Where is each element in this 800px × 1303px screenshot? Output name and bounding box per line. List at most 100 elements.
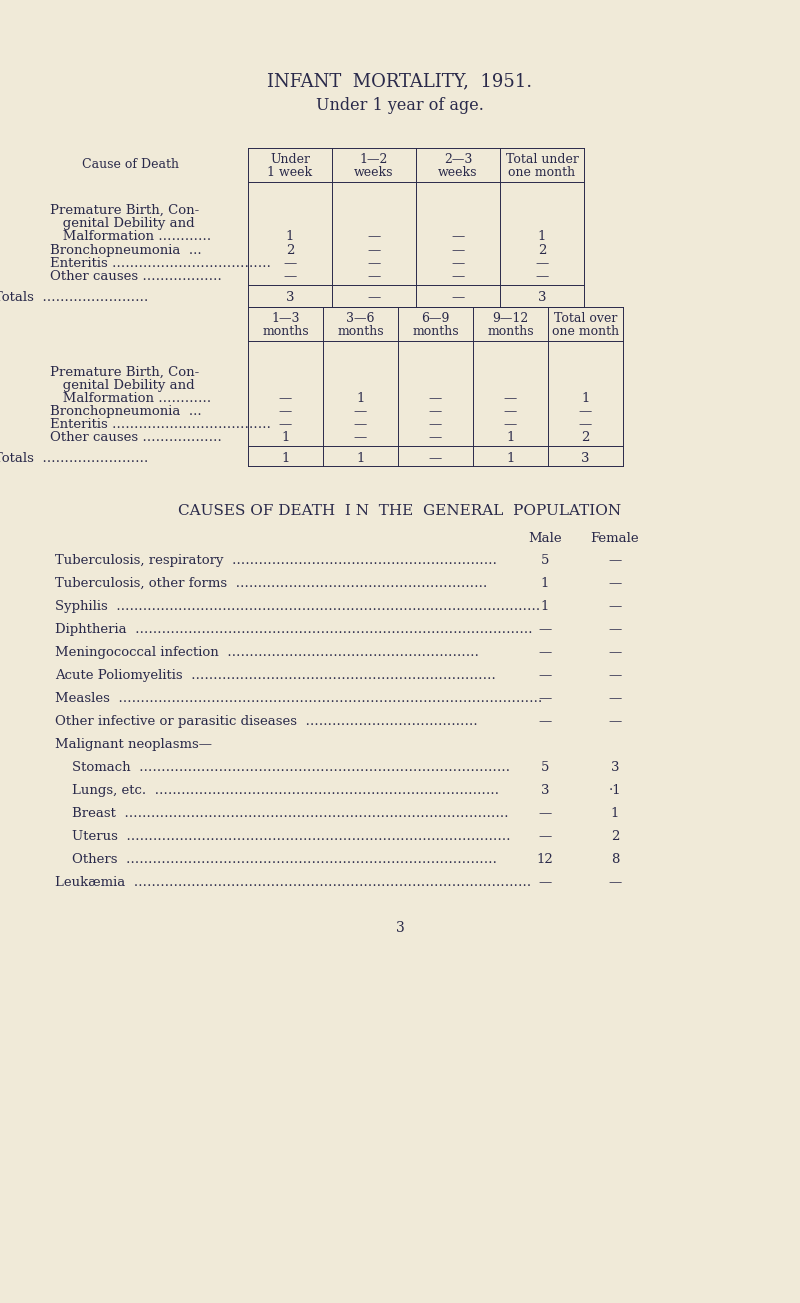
- Text: Other causes ………………: Other causes ………………: [50, 431, 222, 444]
- Text: —: —: [451, 291, 465, 304]
- Text: 2: 2: [611, 830, 619, 843]
- Text: —: —: [279, 405, 292, 418]
- Text: —: —: [579, 418, 592, 431]
- Text: —: —: [354, 418, 367, 431]
- Text: Bronchopneumonia  ...: Bronchopneumonia ...: [50, 405, 202, 418]
- Text: 1: 1: [541, 599, 549, 612]
- Text: Lungs, etc.  ……………………………………………………………………: Lungs, etc. ……………………………………………………………………: [55, 784, 499, 797]
- Text: —: —: [429, 452, 442, 465]
- Text: 1: 1: [356, 392, 365, 405]
- Text: 2: 2: [538, 244, 546, 257]
- Text: Tuberculosis, other forms  …………………………………………………: Tuberculosis, other forms ………………………………………: [55, 577, 487, 590]
- Text: CAUSES OF DEATH  I N  THE  GENERAL  POPULATION: CAUSES OF DEATH I N THE GENERAL POPULATI…: [178, 504, 622, 519]
- Text: —: —: [538, 830, 552, 843]
- Text: Cause of Death: Cause of Death: [82, 158, 178, 171]
- Text: Other causes ………………: Other causes ………………: [50, 270, 222, 283]
- Text: —: —: [608, 623, 622, 636]
- Text: Breast  ……………………………………………………………………………: Breast ……………………………………………………………………………: [55, 807, 509, 820]
- Text: —: —: [451, 231, 465, 242]
- Text: Measles  ……………………………………………………………………………………: Measles ……………………………………………………………………………………: [55, 692, 542, 705]
- Text: 1: 1: [538, 231, 546, 242]
- Text: —: —: [429, 405, 442, 418]
- Text: Others  …………………………………………………………………………: Others …………………………………………………………………………: [55, 853, 497, 866]
- Text: —: —: [538, 876, 552, 889]
- Text: Malformation …………: Malformation …………: [50, 231, 211, 242]
- Text: —: —: [538, 715, 552, 728]
- Text: —: —: [367, 231, 381, 242]
- Text: 5: 5: [541, 761, 549, 774]
- Text: one month: one month: [552, 324, 619, 337]
- Text: —: —: [283, 270, 297, 283]
- Text: 3: 3: [396, 921, 404, 936]
- Text: Stomach  …………………………………………………………………………: Stomach …………………………………………………………………………: [55, 761, 510, 774]
- Text: Enteritis ………………………………: Enteritis ………………………………: [50, 418, 271, 431]
- Text: Malformation …………: Malformation …………: [50, 392, 211, 405]
- Text: Syphilis  ……………………………………………………………………………………: Syphilis ……………………………………………………………………………………: [55, 599, 540, 612]
- Text: —: —: [608, 668, 622, 681]
- Text: 3: 3: [286, 291, 294, 304]
- Text: —: —: [608, 876, 622, 889]
- Text: 3: 3: [541, 784, 550, 797]
- Text: 1: 1: [611, 807, 619, 820]
- Text: —: —: [354, 405, 367, 418]
- Text: 1: 1: [506, 452, 514, 465]
- Text: 1—3: 1—3: [271, 311, 300, 324]
- Text: months: months: [262, 324, 309, 337]
- Text: —: —: [367, 244, 381, 257]
- Text: 3: 3: [538, 291, 546, 304]
- Text: —: —: [538, 646, 552, 659]
- Text: —: —: [367, 291, 381, 304]
- Text: 9—12: 9—12: [492, 311, 529, 324]
- Text: 8: 8: [611, 853, 619, 866]
- Text: —: —: [283, 257, 297, 270]
- Text: —: —: [354, 431, 367, 444]
- Text: genital Debility and: genital Debility and: [50, 379, 194, 392]
- Text: —: —: [579, 405, 592, 418]
- Text: 1—2: 1—2: [360, 152, 388, 165]
- Text: Male: Male: [528, 532, 562, 545]
- Text: weeks: weeks: [438, 165, 478, 179]
- Text: —: —: [451, 257, 465, 270]
- Text: —: —: [429, 392, 442, 405]
- Text: Total under: Total under: [506, 152, 578, 165]
- Text: 1: 1: [356, 452, 365, 465]
- Text: Tuberculosis, respiratory  ……………………………………………………: Tuberculosis, respiratory ………………………………………: [55, 554, 497, 567]
- Text: —: —: [608, 599, 622, 612]
- Text: —: —: [367, 270, 381, 283]
- Text: genital Debility and: genital Debility and: [50, 218, 194, 231]
- Text: —: —: [504, 405, 517, 418]
- Text: —: —: [608, 692, 622, 705]
- Text: Leukæmia  ………………………………………………………………………………: Leukæmia ………………………………………………………………………………: [55, 876, 531, 889]
- Text: one month: one month: [509, 165, 575, 179]
- Text: —: —: [429, 431, 442, 444]
- Text: —: —: [279, 418, 292, 431]
- Text: —: —: [608, 646, 622, 659]
- Text: months: months: [337, 324, 384, 337]
- Text: Totals  ……………………: Totals ……………………: [0, 452, 148, 465]
- Text: 3—6: 3—6: [346, 311, 374, 324]
- Text: Diphtheria  ………………………………………………………………………………: Diphtheria ………………………………………………………………………………: [55, 623, 533, 636]
- Text: Other infective or parasitic diseases  …………………………………: Other infective or parasitic diseases ………: [55, 715, 478, 728]
- Text: —: —: [367, 257, 381, 270]
- Text: weeks: weeks: [354, 165, 394, 179]
- Text: Premature Birth, Con-: Premature Birth, Con-: [50, 205, 199, 218]
- Text: INFANT  MORTALITY,  1951.: INFANT MORTALITY, 1951.: [267, 72, 533, 90]
- Text: —: —: [538, 668, 552, 681]
- Text: Acute Poliomyelitis  ……………………………………………………………: Acute Poliomyelitis ………………………………………………………: [55, 668, 496, 681]
- Text: —: —: [279, 392, 292, 405]
- Text: Female: Female: [590, 532, 639, 545]
- Text: 1: 1: [582, 392, 590, 405]
- Text: ·1: ·1: [609, 784, 622, 797]
- Text: —: —: [504, 392, 517, 405]
- Text: —: —: [538, 807, 552, 820]
- Text: 1: 1: [286, 231, 294, 242]
- Text: 1 week: 1 week: [267, 165, 313, 179]
- Text: 1: 1: [541, 577, 549, 590]
- Text: Total over: Total over: [554, 311, 617, 324]
- Text: 1: 1: [282, 431, 290, 444]
- Text: —: —: [429, 418, 442, 431]
- Text: 12: 12: [537, 853, 554, 866]
- Text: 1: 1: [506, 431, 514, 444]
- Text: —: —: [451, 270, 465, 283]
- Text: Meningococcal infection  …………………………………………………: Meningococcal infection ……………………………………………: [55, 646, 479, 659]
